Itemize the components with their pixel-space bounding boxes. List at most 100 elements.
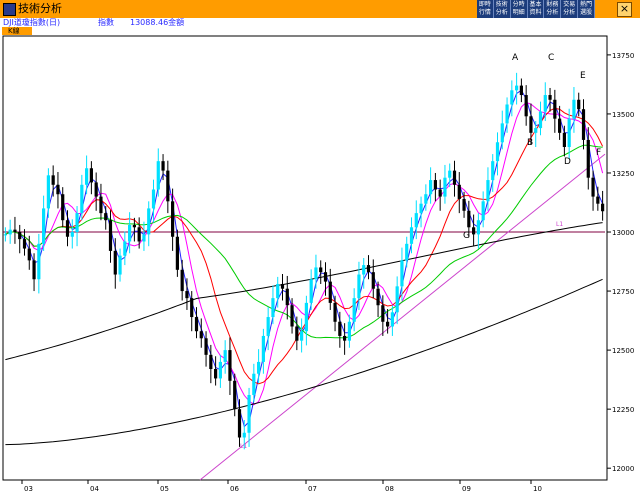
y-tick-label: 13250 xyxy=(612,170,634,178)
toolbar-button-basic-info[interactable]: 基本 資料 xyxy=(527,0,545,18)
y-tick-label: 13000 xyxy=(612,229,634,237)
toolbar-button-intraday[interactable]: 分時 明細 xyxy=(510,0,528,18)
candle-body xyxy=(70,232,74,237)
candle-body xyxy=(13,229,17,233)
field-value: 13088.46金額 xyxy=(130,18,185,27)
window-title: 技術分析 xyxy=(18,2,62,15)
candle-body xyxy=(309,279,313,303)
candle-body xyxy=(252,373,256,395)
pattern-label-e: E xyxy=(580,71,586,81)
x-tick-label: 07 xyxy=(308,485,317,493)
toolbar-button-technical[interactable]: 技術 分析 xyxy=(493,0,511,18)
candle-body xyxy=(462,198,466,211)
candle-body xyxy=(409,227,414,244)
candle-body xyxy=(386,321,390,327)
candle-body xyxy=(371,272,375,289)
candle-body xyxy=(228,350,232,381)
chart-tab-row: K線 xyxy=(0,27,640,35)
candle-body xyxy=(424,194,428,204)
candle-body xyxy=(257,361,261,374)
trend-line xyxy=(199,153,606,481)
y-tick-label: 13750 xyxy=(612,52,634,60)
candle-body xyxy=(104,213,108,221)
candle-body xyxy=(180,269,184,292)
candle-body xyxy=(405,243,409,261)
candle-body xyxy=(515,85,519,91)
candle-body xyxy=(237,409,242,438)
candle-body xyxy=(118,255,122,275)
candle-body xyxy=(8,229,12,235)
right-marker: L1 xyxy=(556,221,563,228)
candle-body xyxy=(142,234,146,242)
tab-kline[interactable]: K線 xyxy=(2,27,32,35)
candle-body xyxy=(538,111,543,129)
ma-mid-line xyxy=(5,101,604,406)
candle-body xyxy=(381,305,385,322)
candle-body xyxy=(343,335,347,341)
candle-body xyxy=(524,95,528,117)
ma-long-line-1 xyxy=(5,222,603,361)
candle-body xyxy=(204,338,208,355)
candle-body xyxy=(75,213,79,233)
candle-body xyxy=(247,394,251,433)
candle-body xyxy=(591,177,595,197)
candle-body xyxy=(161,161,165,171)
candle-body xyxy=(128,224,132,242)
ma-red-line xyxy=(5,107,604,385)
toolbar-button-hot-picks[interactable]: 熱門 選股 xyxy=(578,0,596,18)
candle-body xyxy=(113,250,117,275)
candle-body xyxy=(32,260,36,280)
candle-body xyxy=(357,274,361,299)
candle-body xyxy=(242,432,246,438)
toolbar-button-trade-analysis[interactable]: 交易 分析 xyxy=(561,0,579,18)
candle-body xyxy=(233,380,237,410)
candle-body xyxy=(510,90,514,105)
toolbar-button-realtime[interactable]: 即時 行情 xyxy=(477,0,494,18)
candle-body xyxy=(376,288,380,306)
candle-body xyxy=(61,194,65,221)
pattern-label-d: D xyxy=(564,157,571,167)
candle-body xyxy=(276,283,280,299)
candle-body xyxy=(194,317,199,332)
candle-body xyxy=(209,354,213,369)
candle-body xyxy=(151,189,156,209)
candle-body xyxy=(601,203,605,212)
candle-body xyxy=(558,118,562,133)
candle-body xyxy=(362,265,366,275)
low-marker: L1 xyxy=(240,443,247,450)
y-tick-label: 12500 xyxy=(612,347,634,355)
candle-body xyxy=(419,203,423,214)
close-button[interactable]: × xyxy=(617,2,632,17)
candle-body xyxy=(443,177,447,197)
candle-body xyxy=(429,180,433,195)
candle-body xyxy=(505,104,509,124)
candle-body xyxy=(22,239,27,249)
candle-body xyxy=(108,220,113,251)
toolbar-button-financial[interactable]: 財務 分析 xyxy=(544,0,562,18)
y-tick-label: 13500 xyxy=(612,111,634,119)
candle-body xyxy=(333,302,337,322)
ma-long-line-2 xyxy=(5,278,603,446)
candle-body xyxy=(94,182,98,197)
candle-body xyxy=(323,272,328,282)
candle-body xyxy=(414,213,418,228)
candle-body xyxy=(400,260,404,287)
candle-body xyxy=(352,298,356,322)
ma-short-line xyxy=(5,89,604,428)
candle-body xyxy=(65,220,70,237)
candle-body xyxy=(123,241,127,256)
x-tick-label: 06 xyxy=(230,485,239,493)
candle-body xyxy=(548,95,552,100)
candle-body xyxy=(500,123,504,143)
candle-body xyxy=(491,161,495,181)
candle-body xyxy=(190,298,194,318)
candle-body xyxy=(467,210,471,228)
candle-body xyxy=(223,350,227,362)
candle-body xyxy=(218,361,222,379)
candle-body xyxy=(481,201,485,221)
candle-body xyxy=(285,288,289,306)
x-tick-label: 05 xyxy=(160,485,169,493)
toolbar-buttons: 即時 行情 技術 分析 分時 明細 基本 資料 財務 分析 交易 分析 熱門 選… xyxy=(477,0,596,18)
candle-body xyxy=(171,201,175,237)
candle-body xyxy=(581,109,586,140)
